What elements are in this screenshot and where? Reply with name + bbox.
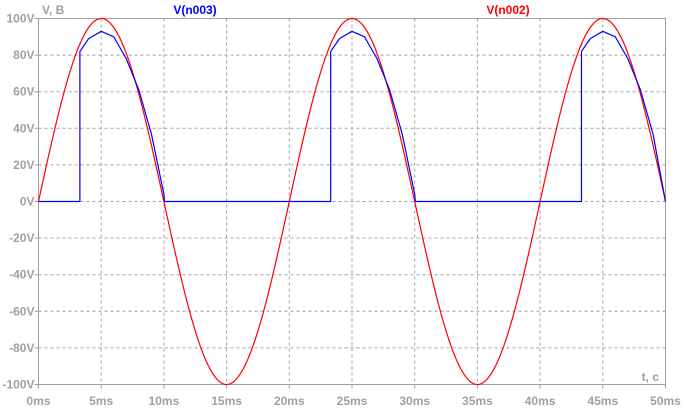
y-tick-label: 60V — [13, 85, 34, 99]
y-axis-ticks: 100V 80V 60V 40V 20V 0V -20V -40V -60V -80V -100V — [2, 12, 39, 392]
x-tick-label: 20ms — [274, 394, 305, 408]
x-tick-label: 45ms — [587, 394, 618, 408]
trace-v-n002[interactable] — [37, 17, 667, 386]
legend-trace-v-n003[interactable]: V(n003) — [173, 3, 216, 17]
y-tick-label: -100V — [2, 378, 34, 392]
y-tick-label: -20V — [9, 231, 34, 245]
traces[interactable] — [37, 17, 667, 386]
x-tick-label: 25ms — [337, 394, 368, 408]
legend-trace-v-n002[interactable]: V(n002) — [486, 3, 529, 17]
x-tick-label: 0ms — [26, 394, 50, 408]
x-tick-label: 35ms — [462, 394, 493, 408]
y-tick-label: 20V — [13, 158, 34, 172]
x-tick-label: 15ms — [211, 394, 242, 408]
x-tick-label: 50ms — [650, 394, 681, 408]
x-tick-label: 30ms — [399, 394, 430, 408]
y-tick-label: -60V — [9, 304, 34, 318]
x-axis-ticks: 0ms 5ms 10ms 15ms 20ms 25ms 30ms 35ms 40ms 45ms 50… — [26, 384, 681, 408]
y-tick-label: -40V — [9, 268, 34, 282]
x-tick-label: 40ms — [525, 394, 556, 408]
y-axis-label: V, B — [42, 3, 65, 17]
x-tick-label: 5ms — [89, 394, 113, 408]
y-tick-label: 100V — [6, 12, 34, 26]
y-tick-label: 0V — [20, 195, 35, 209]
y-tick-label: -80V — [9, 341, 34, 355]
y-tick-label: 80V — [13, 48, 34, 62]
x-tick-label: 10ms — [149, 394, 180, 408]
y-tick-label: 40V — [13, 121, 34, 135]
trace-v-n003[interactable] — [38, 30, 667, 203]
x-axis-label: t, c — [642, 370, 660, 384]
